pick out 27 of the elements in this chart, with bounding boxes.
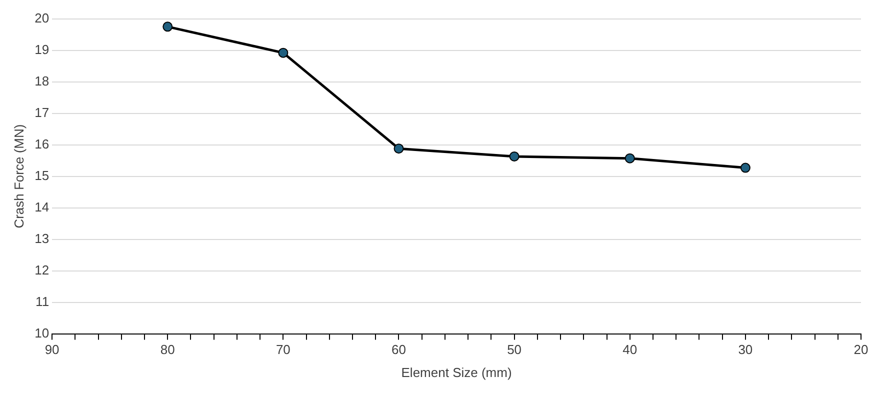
y-tick-label: 13	[34, 230, 50, 246]
x-tick-label: 40	[622, 342, 638, 358]
y-tick-label: 12	[34, 262, 50, 278]
y-tick-label: 17	[34, 104, 50, 120]
y-tick-label: 18	[34, 73, 50, 88]
y-tick-label: 15	[34, 168, 50, 183]
x-tick-label: 30	[738, 342, 753, 358]
x-tick-label: 90	[44, 342, 60, 358]
point	[278, 48, 288, 58]
x-tick-label: 50	[507, 342, 522, 358]
point	[509, 151, 520, 162]
point	[624, 153, 635, 164]
y-tick-label: 20	[34, 10, 50, 26]
y-axis-title: Crash Force (MN)	[11, 124, 26, 228]
x-axis-title: Element Size (mm)	[401, 364, 512, 380]
point	[740, 162, 750, 173]
y-tick-label: 10	[34, 325, 50, 340]
y-tick-label: 14	[34, 199, 50, 214]
x-tick-label: 70	[276, 342, 290, 358]
x-tick-label: 20	[854, 342, 868, 358]
point	[394, 144, 404, 154]
x-tick-label: 60	[392, 342, 406, 358]
point	[162, 22, 173, 32]
y-tick-label: 11	[36, 294, 50, 309]
y-tick-label: 16	[34, 136, 50, 152]
x-tick-label: 80	[160, 342, 175, 358]
y-tick-label: 19	[34, 42, 50, 57]
